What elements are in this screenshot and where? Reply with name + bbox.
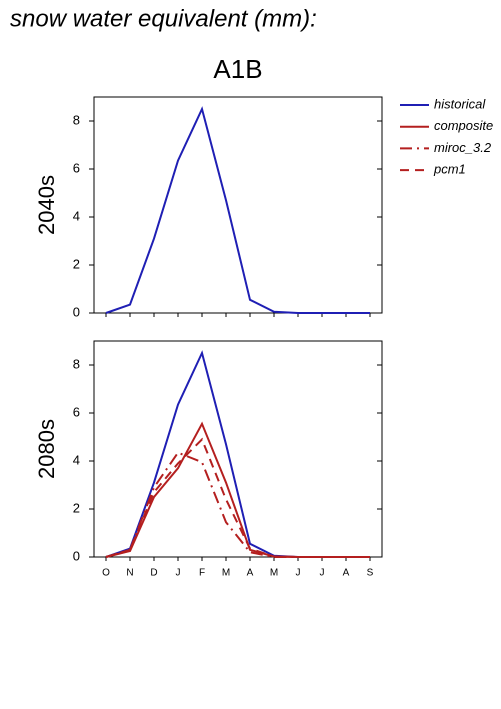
legend-label: miroc_3.2 xyxy=(434,140,492,155)
data-line xyxy=(105,437,370,558)
x-tick-label: M xyxy=(270,568,278,579)
y-tick-label: 6 xyxy=(73,160,80,175)
page-title: snow water equivalent (mm): xyxy=(10,5,317,32)
x-tick-label: J xyxy=(176,568,181,579)
y-tick-label: 0 xyxy=(73,304,80,319)
y-tick-label: 4 xyxy=(73,452,80,467)
y-axis-label: 2040s xyxy=(34,175,59,235)
x-tick-label: S xyxy=(367,568,374,579)
x-tick-label: A xyxy=(343,568,350,579)
x-tick-label: J xyxy=(320,568,325,579)
y-tick-label: 6 xyxy=(73,404,80,419)
x-tick-label: M xyxy=(222,568,230,579)
y-tick-label: 0 xyxy=(73,548,80,563)
legend-label: pcm1 xyxy=(433,162,466,177)
x-tick-label: D xyxy=(150,568,157,579)
x-tick-label: F xyxy=(199,568,205,579)
y-tick-label: 8 xyxy=(73,112,80,127)
x-tick-label: N xyxy=(126,568,133,579)
x-tick-label: A xyxy=(247,568,254,579)
legend-label: composite xyxy=(434,118,493,133)
legend-label: historical xyxy=(434,96,486,111)
scenario-title: A1B xyxy=(213,54,262,84)
data-line xyxy=(105,350,370,558)
plot-frame xyxy=(93,340,383,558)
y-tick-label: 4 xyxy=(73,208,80,223)
y-tick-label: 2 xyxy=(73,256,80,271)
data-line xyxy=(105,106,370,314)
plot-frame xyxy=(93,96,383,314)
x-tick-label: J xyxy=(296,568,301,579)
y-axis-label: 2080s xyxy=(34,419,59,479)
y-tick-label: 8 xyxy=(73,356,80,371)
x-tick-label: O xyxy=(102,568,110,579)
data-line xyxy=(105,451,370,558)
y-tick-label: 2 xyxy=(73,500,80,515)
